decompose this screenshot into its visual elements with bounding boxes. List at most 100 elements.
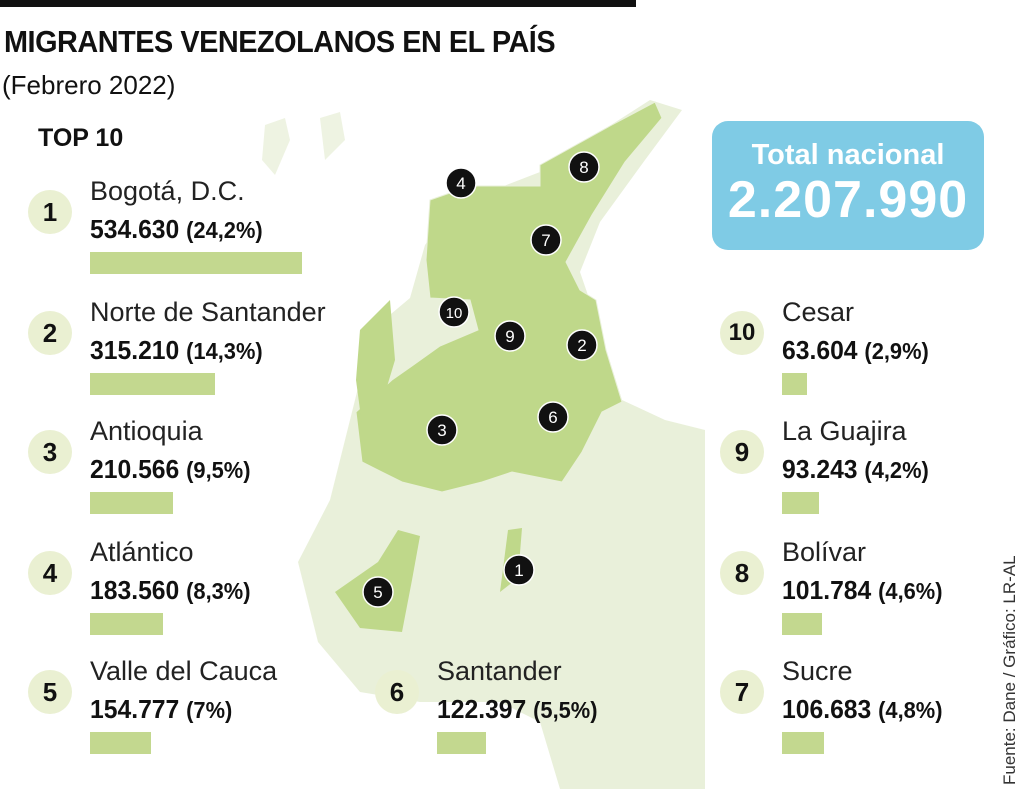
migrant-count: 534.630 — [90, 214, 187, 244]
percent-label: (9,5%) — [186, 457, 251, 483]
department-name: Valle del Cauca — [90, 656, 278, 686]
percent-label: (4,6%) — [878, 578, 943, 604]
marker-circle — [438, 296, 470, 328]
marker-circle — [362, 576, 394, 608]
migrant-count: 315.210 — [90, 335, 187, 365]
department-name: Antioquia — [90, 416, 203, 446]
page-title: MIGRANTES VENEZOLANOS EN EL PAÍS — [4, 24, 556, 59]
marker-circle — [568, 151, 600, 183]
migrant-count: 154.777 — [90, 694, 187, 724]
section-label: TOP 10 — [38, 124, 124, 152]
marker-number: 4 — [456, 174, 465, 193]
rank-badge: 8 — [720, 551, 764, 595]
marker-circle — [566, 329, 598, 361]
migrant-count: 101.784 — [782, 575, 879, 605]
bar — [90, 732, 152, 754]
department-name: Atlántico — [90, 537, 194, 567]
rank-badge: 6 — [375, 670, 419, 714]
marker-number: 6 — [548, 408, 557, 427]
map-marker: 7 — [530, 224, 562, 256]
department-name: Santander — [437, 656, 562, 686]
top-rule — [0, 0, 636, 7]
marker-circle — [445, 167, 477, 199]
department-name: Norte de Santander — [90, 297, 326, 327]
map-highlight-north — [355, 101, 663, 493]
source-credit: Fuente: Dane / Gráfico: LR-AL — [1000, 555, 1019, 785]
total-box: Total nacional 2.207.990 — [712, 121, 984, 250]
percent-label: (24,2%) — [186, 217, 263, 243]
bar — [782, 732, 825, 754]
marker-circle — [503, 554, 535, 586]
value-label: 122.397 (5,5%) — [437, 694, 598, 725]
percent-label: (2,9%) — [864, 338, 929, 364]
marker-number: 5 — [373, 583, 382, 602]
total-label: Total nacional — [751, 139, 945, 171]
map-marker: 8 — [568, 151, 600, 183]
marker-number: 1 — [514, 561, 523, 580]
map-marker: 1 — [503, 554, 535, 586]
marker-number: 10 — [446, 305, 463, 322]
marker-circle — [494, 320, 526, 352]
department-name: La Guajira — [782, 416, 907, 446]
bar — [90, 492, 174, 514]
rank-badge: 2 — [28, 311, 72, 355]
marker-circle — [426, 414, 458, 446]
value-label: 93.243 (4,2%) — [782, 454, 929, 485]
bar — [782, 373, 808, 395]
bar — [90, 613, 163, 635]
value-label: 63.604 (2,9%) — [782, 335, 929, 366]
bar — [90, 252, 302, 274]
bar — [437, 732, 486, 754]
map-marker: 4 — [445, 167, 477, 199]
percent-label: (4,2%) — [864, 457, 929, 483]
marker-number: 9 — [505, 327, 514, 346]
value-label: 210.566 (9,5%) — [90, 454, 251, 485]
map-marker: 10 — [438, 296, 470, 328]
migrant-count: 63.604 — [782, 335, 865, 365]
percent-label: (7%) — [186, 697, 233, 723]
value-label: 154.777 (7%) — [90, 694, 232, 725]
map-highlight-choco — [356, 300, 395, 425]
migrant-count: 106.683 — [782, 694, 879, 724]
migrant-count: 122.397 — [437, 694, 534, 724]
map-marker: 5 — [362, 576, 394, 608]
value-label: 183.560 (8,3%) — [90, 575, 251, 606]
bar — [90, 373, 215, 395]
bar — [782, 492, 819, 514]
marker-circle — [537, 401, 569, 433]
rank-badge: 1 — [28, 190, 72, 234]
department-name: Sucre — [782, 656, 853, 686]
percent-label: (8,3%) — [186, 578, 251, 604]
percent-label: (14,3%) — [186, 338, 263, 364]
marker-number: 7 — [541, 231, 550, 250]
rank-badge: 10 — [720, 311, 764, 355]
value-label: 106.683 (4,8%) — [782, 694, 943, 725]
department-name: Bolívar — [782, 537, 867, 567]
migrant-count: 210.566 — [90, 454, 187, 484]
total-value: 2.207.990 — [727, 171, 969, 229]
value-label: 101.784 (4,6%) — [782, 575, 943, 606]
rank-badge: 9 — [720, 430, 764, 474]
map-base-islands — [262, 112, 345, 175]
value-label: 315.210 (14,3%) — [90, 335, 263, 366]
value-label: 534.630 (24,2%) — [90, 214, 263, 245]
marker-number: 2 — [577, 336, 586, 355]
percent-label: (5,5%) — [533, 697, 598, 723]
department-name: Cesar — [782, 297, 855, 327]
rank-badge: 5 — [28, 670, 72, 714]
marker-number: 3 — [437, 421, 446, 440]
marker-circle — [530, 224, 562, 256]
map-marker: 3 — [426, 414, 458, 446]
rank-badge: 7 — [720, 670, 764, 714]
percent-label: (4,8%) — [878, 697, 943, 723]
department-name: Bogotá, D.C. — [90, 176, 245, 206]
page-subtitle: (Febrero 2022) — [2, 70, 176, 100]
migrant-count: 183.560 — [90, 575, 187, 605]
rank-badge: 4 — [28, 551, 72, 595]
migrant-count: 93.243 — [782, 454, 865, 484]
map-marker: 2 — [566, 329, 598, 361]
map-marker: 9 — [494, 320, 526, 352]
marker-number: 8 — [579, 158, 588, 177]
